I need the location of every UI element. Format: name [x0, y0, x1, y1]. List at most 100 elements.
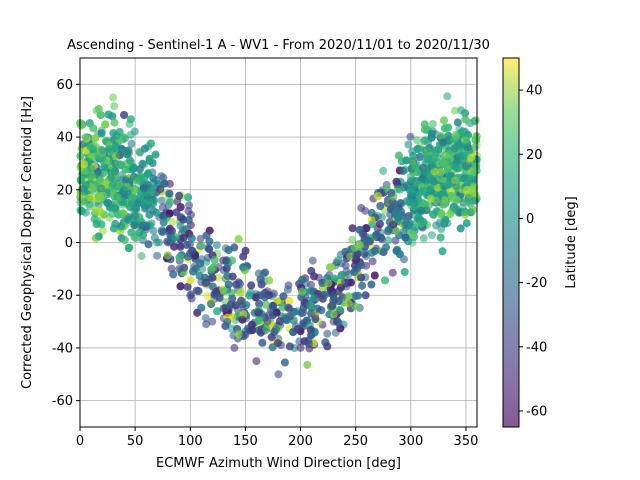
data-point: [120, 185, 129, 194]
data-point: [438, 247, 447, 256]
data-point: [298, 287, 307, 296]
data-point: [428, 119, 437, 128]
data-point: [182, 240, 191, 249]
data-point: [248, 320, 256, 329]
colorbar-tick-label: -60: [526, 404, 547, 419]
data-point: [98, 227, 107, 235]
data-point: [427, 133, 436, 142]
data-point: [399, 166, 408, 175]
data-point: [358, 281, 367, 290]
data-point: [252, 357, 261, 366]
data-point: [175, 253, 184, 262]
data-point: [254, 308, 263, 317]
data-point: [124, 244, 133, 252]
data-point: [446, 210, 455, 219]
data-point: [368, 220, 377, 229]
data-point: [166, 198, 174, 207]
data-point: [176, 221, 185, 230]
y-tick-label: 20: [56, 183, 73, 198]
data-point: [123, 150, 131, 159]
x-tick-label: 300: [398, 434, 423, 449]
data-point: [97, 129, 106, 138]
data-point: [293, 325, 302, 334]
data-point: [299, 319, 308, 328]
data-point: [255, 291, 264, 300]
data-point: [318, 279, 327, 287]
data-point: [460, 207, 469, 216]
data-point: [405, 219, 414, 228]
data-point: [445, 149, 454, 158]
data-point: [239, 263, 248, 272]
data-point: [202, 320, 211, 329]
colorbar-gradient: [502, 57, 520, 428]
data-point: [98, 146, 107, 155]
data-point: [329, 310, 338, 319]
data-point: [80, 197, 89, 206]
data-point: [95, 192, 103, 201]
data-point: [392, 226, 400, 235]
data-point: [185, 201, 193, 210]
data-point: [164, 238, 173, 247]
data-point: [298, 275, 307, 284]
data-point: [464, 177, 473, 186]
data-point: [418, 175, 427, 183]
data-point: [285, 304, 294, 313]
data-point: [215, 293, 224, 302]
data-point: [413, 136, 421, 145]
data-point: [205, 237, 214, 246]
data-point: [107, 173, 116, 182]
data-point: [92, 220, 101, 228]
data-point: [208, 317, 217, 326]
data-point: [395, 250, 404, 259]
data-point: [209, 263, 218, 272]
data-point: [443, 92, 452, 101]
data-point: [137, 252, 146, 260]
data-point: [455, 141, 464, 150]
data-point: [362, 224, 371, 233]
data-point: [184, 193, 193, 202]
data-point: [376, 202, 385, 210]
data-point: [387, 189, 396, 197]
data-point: [87, 172, 95, 181]
data-point: [402, 156, 411, 165]
data-point: [103, 199, 112, 207]
data-point: [110, 102, 119, 111]
data-point: [168, 218, 177, 226]
data-point: [388, 268, 397, 277]
data-point: [111, 142, 120, 150]
data-point: [409, 152, 418, 160]
data-point: [303, 360, 312, 369]
data-point: [175, 264, 184, 273]
data-point: [76, 206, 85, 215]
data-point: [439, 159, 448, 168]
data-point: [147, 139, 155, 148]
data-point: [327, 302, 336, 311]
data-point: [351, 302, 360, 311]
data-point: [210, 256, 219, 264]
data-point: [381, 276, 389, 285]
data-point: [451, 205, 460, 214]
data-point: [379, 166, 388, 175]
data-point: [395, 185, 404, 194]
data-point: [350, 244, 359, 253]
x-tick-label: 0: [76, 434, 84, 449]
data-point: [145, 154, 154, 163]
data-point: [160, 179, 169, 188]
data-point: [436, 174, 445, 183]
data-point: [335, 305, 344, 314]
data-point: [408, 230, 417, 239]
data-point: [110, 118, 119, 127]
data-point: [119, 209, 128, 218]
data-point: [367, 209, 376, 217]
x-tick-label: 50: [127, 434, 144, 449]
colorbar-tick-label: 40: [526, 84, 543, 99]
data-point: [406, 198, 415, 206]
data-point: [415, 152, 424, 161]
data-point: [326, 263, 335, 271]
data-point: [406, 132, 415, 141]
data-point: [91, 134, 99, 143]
data-point: [124, 215, 133, 224]
data-point: [165, 189, 174, 198]
data-point: [453, 118, 462, 127]
data-point: [237, 296, 246, 305]
